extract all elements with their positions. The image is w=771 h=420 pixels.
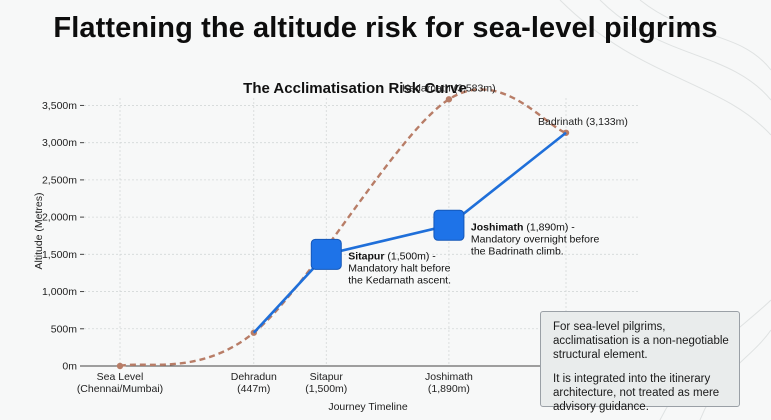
halt-marker — [310, 238, 342, 270]
x-tick-label: Dehradun (447m) — [231, 371, 277, 395]
halt-annotation-line: Mandatory overnight before — [471, 233, 600, 245]
x-tick-label-line: Joshimath — [425, 371, 473, 383]
note-paragraph-1: For sea-level pilgrims, acclimatisation … — [553, 321, 729, 361]
halt-annotation-line: the Badrinath climb. — [471, 245, 564, 257]
x-tick-label: Joshimath (1,890m) — [425, 371, 473, 395]
halt-annotation-title: Sitapur (1,500m) - — [348, 250, 436, 262]
series-layer: Kedarnath (3,583m) Badrinath (3,133m) — [116, 82, 628, 370]
halt-annotation-bold: Joshimath — [471, 221, 524, 233]
y-tick-label: 2,500m — [42, 174, 77, 186]
x-tick-label-line: (447m) — [237, 383, 270, 395]
dashed-point — [445, 96, 453, 103]
halt-marker — [433, 209, 465, 241]
halt-annotation-line: the Kedarnath ascent. — [348, 274, 451, 286]
y-tick-label: 3,000m — [42, 137, 77, 149]
dashed-point — [116, 362, 124, 370]
halt-annotation-bold: Sitapur — [348, 250, 384, 262]
acclimatised-line — [252, 131, 567, 334]
annotation-layer: Sitapur (1,500m) -Mandatory halt beforet… — [310, 209, 600, 286]
grid-lines — [84, 98, 640, 366]
page-title: Flattening the altitude risk for sea-lev… — [53, 12, 718, 44]
note-paragraph-2: It is integrated into the itinerary arch… — [553, 373, 720, 413]
x-axis-ticks: Sea Level (Chennai/Mumbai) Dehradun (447m) S… — [77, 371, 473, 395]
x-tick-label-line: Dehradun — [231, 371, 277, 383]
x-tick-label: Sea Level (Chennai/Mumbai) — [77, 371, 163, 395]
y-tick-label: 1,000m — [42, 286, 77, 298]
y-tick-label: 2,000m — [42, 212, 77, 224]
x-tick-label-line: (1,890m) — [428, 383, 470, 395]
x-tick-label-line: (1,500m) — [305, 383, 347, 395]
dashed-risk-line — [119, 88, 567, 368]
x-tick-label-line: (Chennai/Mumbai) — [77, 383, 163, 395]
y-tick-label: 1,500m — [42, 249, 77, 261]
peak-label: Kedarnath (3,583m) — [402, 82, 495, 94]
halt-annotation-line: Mandatory halt before — [348, 262, 450, 274]
halt-annotation-rest: (1,890m) - — [523, 221, 575, 233]
y-axis-label: Altitude (Metres) — [33, 192, 45, 269]
y-tick-label: 3,500m — [42, 100, 77, 112]
chart-title: The Acclimatisation Risk Curve — [243, 80, 467, 97]
peak-label: Badrinath (3,133m) — [538, 116, 628, 128]
y-tick-label: 500m — [51, 323, 78, 335]
acclimatisation-note: For sea-level pilgrims, acclimatisation … — [540, 311, 740, 413]
x-tick-label: Sitapur (1,500m) — [305, 371, 347, 395]
y-axis-ticks: 0m 500m 1,000m 1,500m 2,000m 2,500m 3,000m 3,50… — [42, 100, 84, 373]
x-tick-label-line: Sea Level — [97, 371, 144, 383]
x-axis-label: Journey Timeline — [328, 401, 408, 413]
y-tick-label: 0m — [62, 361, 77, 373]
halt-annotation-title: Joshimath (1,890m) - — [471, 221, 575, 233]
x-tick-label-line: Sitapur — [310, 371, 344, 383]
halt-annotation-rest: (1,500m) - — [384, 250, 436, 262]
